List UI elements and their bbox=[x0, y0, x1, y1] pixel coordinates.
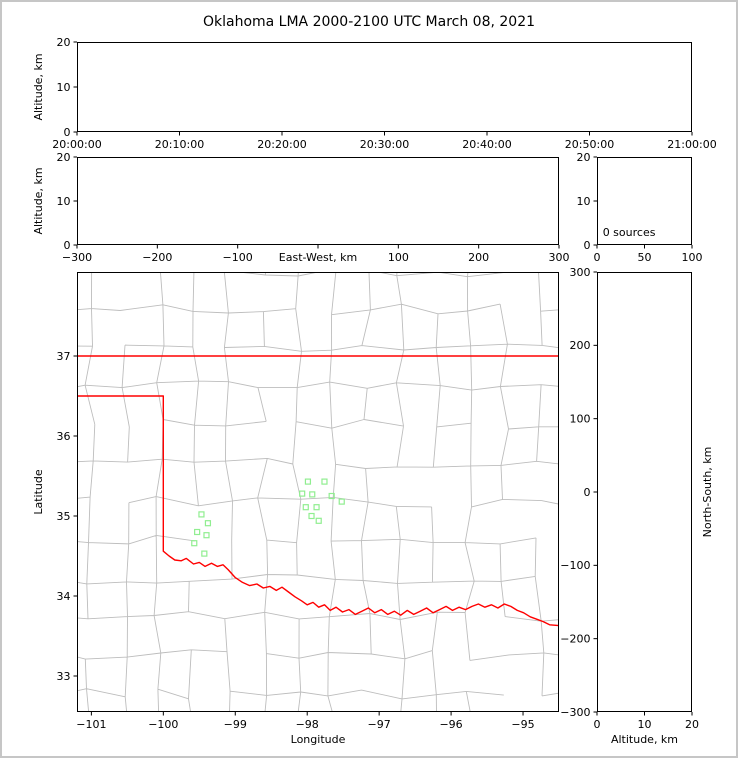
y-tick-label: 10 bbox=[57, 195, 71, 208]
lma-station-marker bbox=[302, 504, 309, 511]
axes-frame bbox=[77, 272, 559, 712]
y-tick-label: −300 bbox=[560, 706, 590, 719]
ew_height-plot: −300 −200 −100 100 200 300 East-West, km 0 10 20 A… bbox=[32, 151, 570, 264]
x-tick-label: 21:00:00 bbox=[667, 138, 716, 151]
lma-station-marker bbox=[204, 520, 212, 527]
y-tick-label: 20 bbox=[57, 36, 71, 49]
y-tick-label: −100 bbox=[560, 559, 590, 572]
lma-station-marker bbox=[328, 492, 335, 500]
lma-station-marker bbox=[194, 528, 201, 536]
y-tick-label: 0 bbox=[584, 239, 591, 252]
y-tick-label: 36 bbox=[57, 430, 71, 443]
y-axis-label: North-South, km bbox=[701, 447, 714, 538]
y-tick-label: 20 bbox=[57, 151, 71, 164]
y-tick-label: 0 bbox=[64, 126, 71, 139]
lma-station-marker bbox=[201, 550, 208, 557]
x-tick-label: −200 bbox=[142, 251, 172, 264]
x-axis-label: East-West, km bbox=[279, 251, 357, 264]
y-tick-label: 20 bbox=[577, 151, 591, 164]
state-border-line bbox=[77, 395, 559, 627]
x-tick-label: −95 bbox=[511, 718, 534, 731]
x-axis-label: Altitude, km bbox=[611, 733, 678, 746]
x-tick-label: 20:50:00 bbox=[565, 138, 614, 151]
x-tick-label: 20:30:00 bbox=[360, 138, 409, 151]
x-tick-label: 0 bbox=[594, 251, 601, 264]
x-tick-label: 50 bbox=[638, 251, 652, 264]
county-boundary-lines bbox=[77, 272, 559, 712]
x-tick-label: −98 bbox=[296, 718, 319, 731]
lma-station-marker bbox=[198, 511, 205, 518]
plan_view-plot: −101 −100 −99 −98 −97 −96 −95 Longitude 33 34 35 36… bbox=[32, 272, 559, 746]
y-tick-label: 33 bbox=[57, 670, 71, 683]
x-tick-label: −100 bbox=[148, 718, 178, 731]
time-height-panel: 20:00:00 20:10:00 20:20:00 20:30:00 20:40:00… bbox=[32, 36, 717, 151]
axes-frame bbox=[77, 157, 559, 245]
axes-frame bbox=[597, 157, 692, 245]
lma-station-marker bbox=[338, 498, 345, 505]
y-tick-label: −200 bbox=[560, 632, 590, 645]
y-tick-label: 200 bbox=[570, 339, 591, 352]
axes-frame bbox=[77, 42, 692, 132]
x-tick-label: −97 bbox=[368, 718, 391, 731]
x-tick-label: 100 bbox=[388, 251, 409, 264]
ns_height-plot: 0 10 20 Altitude, km 300 200 100 0 −100 −200 −300 N… bbox=[560, 266, 714, 746]
y-tick-label: 0 bbox=[64, 239, 71, 252]
y-axis-label: Altitude, km bbox=[32, 53, 45, 120]
x-tick-label: 20 bbox=[685, 718, 699, 731]
y-tick-label: 37 bbox=[57, 350, 71, 363]
north-south-height-panel: 0 10 20 Altitude, km 300 200 100 0 −100 −200 −300 N… bbox=[560, 266, 714, 746]
lma-station-marker bbox=[191, 540, 198, 547]
lma-station-marker bbox=[203, 532, 210, 539]
x-tick-label: 20:40:00 bbox=[462, 138, 511, 151]
lma-station-marker bbox=[304, 478, 312, 485]
x-tick-label: 100 bbox=[682, 251, 703, 264]
map-layers bbox=[77, 272, 559, 712]
x-tick-label: −100 bbox=[223, 251, 253, 264]
x-tick-label: −96 bbox=[439, 718, 462, 731]
x-tick-label: 20:10:00 bbox=[155, 138, 204, 151]
y-tick-label: 35 bbox=[57, 510, 71, 523]
axes-frame bbox=[597, 272, 692, 712]
x-tick-label: 20:00:00 bbox=[52, 138, 101, 151]
y-axis-label: Latitude bbox=[32, 469, 45, 515]
east-west-height-panel: −300 −200 −100 100 200 300 East-West, km 0 10 20 A… bbox=[32, 151, 570, 264]
y-tick-label: 300 bbox=[570, 266, 591, 279]
altitude-histogram-panel: 0 50 100 0 10 20 0 sources bbox=[577, 151, 703, 264]
x-tick-label: 300 bbox=[549, 251, 570, 264]
y-tick-label: 10 bbox=[577, 195, 591, 208]
alt_histogram-plot: 0 50 100 0 10 20 0 sources bbox=[577, 151, 703, 264]
x-tick-label: 20:20:00 bbox=[257, 138, 306, 151]
x-tick-label: −101 bbox=[76, 718, 106, 731]
lma-station-marker bbox=[313, 504, 320, 511]
y-tick-label: 10 bbox=[57, 81, 71, 94]
x-tick-label: −300 bbox=[62, 251, 92, 264]
y-tick-label: 0 bbox=[584, 486, 591, 499]
figure-title: Oklahoma LMA 2000-2100 UTC March 08, 202… bbox=[202, 14, 536, 30]
lma-station-marker bbox=[299, 490, 306, 497]
plan-view-map-panel: −101 −100 −99 −98 −97 −96 −95 Longitude 33 34 35 36… bbox=[32, 272, 559, 746]
lma-station-marker bbox=[321, 478, 328, 485]
x-tick-label: 0 bbox=[594, 718, 601, 731]
lma-station-marker bbox=[308, 512, 315, 520]
lma-station-marker bbox=[309, 491, 316, 498]
sources-count-annotation: 0 sources bbox=[603, 226, 656, 239]
x-axis-label: Longitude bbox=[291, 733, 346, 746]
y-axis-label: Altitude, km bbox=[32, 167, 45, 234]
y-tick-label: 100 bbox=[570, 412, 591, 425]
y-tick-label: 34 bbox=[57, 590, 71, 603]
time_height-plot: 20:00:00 20:10:00 20:20:00 20:30:00 20:40:00… bbox=[32, 36, 717, 151]
lma-station-marker bbox=[315, 517, 322, 524]
x-tick-label: 200 bbox=[468, 251, 489, 264]
x-tick-label: −99 bbox=[224, 718, 247, 731]
x-tick-label: 10 bbox=[638, 718, 652, 731]
